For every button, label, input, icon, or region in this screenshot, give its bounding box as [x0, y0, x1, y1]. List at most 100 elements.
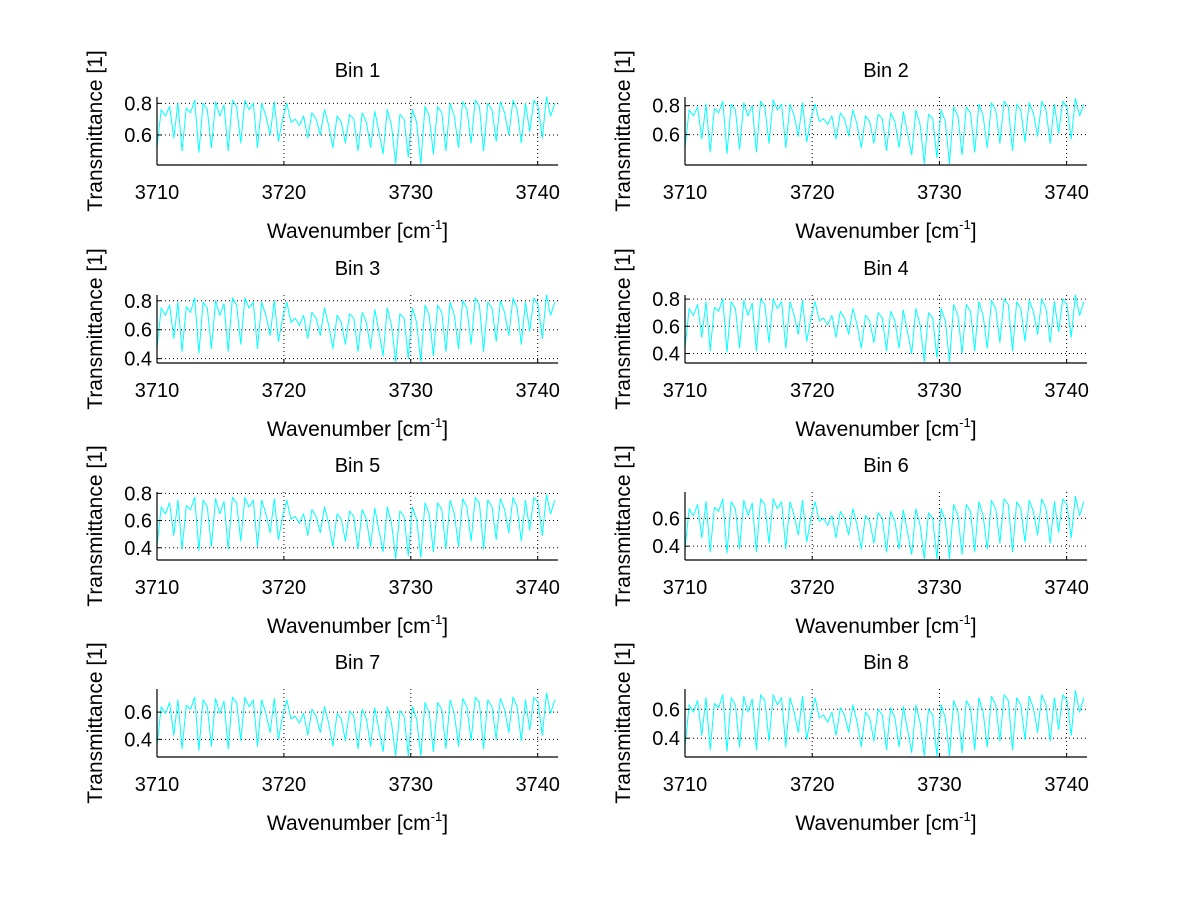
- x-axis-label: Wavenumber [cm-1]: [267, 809, 448, 835]
- x-tick-label: 3710: [663, 182, 708, 204]
- x-axis-label-bracket: ]: [971, 220, 977, 243]
- x-tick-label: 3730: [389, 380, 434, 402]
- subplot-bin-2: 3710 3720 3730 3740 0.6 0.8 Bin 2 Wavenumber [c…: [612, 50, 1089, 243]
- x-axis-label-bracket: ]: [971, 418, 977, 441]
- subplot-title: Bin 5: [335, 455, 381, 477]
- x-tick-label: 3720: [262, 182, 307, 204]
- y-tick-label: 0.4: [652, 536, 680, 558]
- transmittance-series-line: [684, 495, 1085, 560]
- y-tick-label: 0.6: [124, 511, 152, 533]
- y-tick-label: 0.6: [652, 699, 680, 721]
- subplot-bin-1: 3710 3720 3730 3740 0.6 0.8 Bin 1 Wavenumber [c…: [84, 50, 560, 243]
- y-axis-label: Transmittance [1]: [84, 50, 107, 211]
- subplot-grid: 3710 3720 3730 3740 0.6 0.8 Bin 1 Wavenumber [c…: [84, 50, 1089, 835]
- y-tick-label: 0.4: [124, 729, 152, 751]
- x-axis-label-superscript: -1: [431, 612, 443, 627]
- transmittance-series-line: [156, 692, 556, 757]
- x-tick-label: 3740: [515, 577, 560, 599]
- x-axis-label-text: Wavenumber [cm: [795, 812, 959, 835]
- x-axis-label-text: Wavenumber [cm: [795, 220, 959, 243]
- x-tick-label: 3740: [1044, 380, 1089, 402]
- y-tick-label: 0.6: [124, 125, 152, 147]
- x-tick-label: 3710: [135, 774, 180, 796]
- x-tick-label: 3710: [135, 182, 180, 204]
- x-tick-label: 3740: [515, 182, 560, 204]
- transmittance-series-line: [684, 97, 1085, 165]
- x-tick-label: 3710: [135, 577, 180, 599]
- x-tick-label: 3710: [663, 577, 708, 599]
- y-tick-label: 0.6: [124, 702, 152, 724]
- transmittance-series-line: [156, 96, 556, 164]
- x-axis-label: Wavenumber [cm-1]: [795, 809, 976, 835]
- y-tick-label: 0.8: [652, 96, 680, 118]
- transmittance-series-line: [684, 294, 1085, 363]
- x-tick-label: 3720: [790, 380, 835, 402]
- x-tick-label: 3730: [917, 182, 962, 204]
- subplot-title: Bin 1: [335, 60, 381, 82]
- subplot-bin-8: 3710 3720 3730 3740 0.4 0.6 Bin 8 Wavenumber [c…: [612, 642, 1089, 835]
- y-tick-label: 0.6: [124, 320, 152, 342]
- x-tick-label: 3720: [262, 380, 307, 402]
- y-axis-label: Transmittance [1]: [84, 642, 107, 803]
- x-axis-label-bracket: ]: [442, 812, 448, 835]
- y-tick-label: 0.8: [652, 289, 680, 311]
- x-axis-label-text: Wavenumber [cm: [267, 418, 431, 441]
- x-tick-label: 3720: [262, 774, 307, 796]
- transmittance-series-line: [156, 294, 556, 363]
- x-axis-label-bracket: ]: [442, 418, 448, 441]
- x-axis-label-text: Wavenumber [cm: [267, 615, 431, 638]
- x-axis-label-bracket: ]: [971, 812, 977, 835]
- x-axis-label: Wavenumber [cm-1]: [795, 415, 976, 441]
- subplot-bin-6: 3710 3720 3730 3740 0.4 0.6 Bin 6 Wavenumber [c…: [612, 445, 1089, 638]
- x-axis-label: Wavenumber [cm-1]: [267, 415, 448, 441]
- x-tick-label: 3730: [917, 380, 962, 402]
- transmittance-series-line: [684, 689, 1085, 757]
- y-tick-label: 0.4: [124, 538, 152, 560]
- subplot-title: Bin 6: [863, 455, 909, 477]
- x-axis-label: Wavenumber [cm-1]: [267, 612, 448, 638]
- subplot-bin-4: 3710 3720 3730 3740 0.4 0.6 0.8 Bin 4 Wavenumber…: [612, 248, 1089, 441]
- y-tick-label: 0.6: [652, 316, 680, 338]
- subplot-bin-3: 3710 3720 3730 3740 0.4 0.6 0.8 Bin 3 Wavenumber…: [84, 248, 560, 441]
- x-tick-label: 3740: [1044, 577, 1089, 599]
- subplot-bin-7: 3710 3720 3730 3740 0.4 0.6 Bin 7 Wavenumber [c…: [84, 642, 560, 835]
- x-axis-label-superscript: -1: [959, 612, 971, 627]
- y-tick-label: 0.6: [652, 508, 680, 530]
- y-axis-label: Transmittance [1]: [612, 50, 635, 211]
- x-tick-label: 3720: [262, 577, 307, 599]
- y-tick-label: 0.4: [652, 728, 680, 750]
- subplot-title: Bin 7: [335, 652, 381, 674]
- x-axis-label-superscript: -1: [431, 809, 443, 824]
- y-tick-label: 0.6: [652, 125, 680, 147]
- y-axis-label: Transmittance [1]: [612, 248, 635, 409]
- x-tick-label: 3710: [135, 380, 180, 402]
- y-tick-label: 0.4: [124, 349, 152, 371]
- y-tick-label: 0.8: [124, 483, 152, 505]
- subplot-title: Bin 2: [863, 60, 909, 82]
- x-tick-label: 3730: [917, 577, 962, 599]
- subplot-title: Bin 8: [863, 652, 909, 674]
- x-tick-label: 3740: [1044, 774, 1089, 796]
- y-axis-label: Transmittance [1]: [84, 248, 107, 409]
- x-axis-label-bracket: ]: [442, 220, 448, 243]
- x-tick-label: 3710: [663, 380, 708, 402]
- x-axis-label-superscript: -1: [959, 809, 971, 824]
- y-tick-label: 0.8: [124, 291, 152, 313]
- x-tick-label: 3730: [917, 774, 962, 796]
- x-tick-label: 3710: [663, 774, 708, 796]
- x-axis-label-text: Wavenumber [cm: [267, 812, 431, 835]
- y-axis-label: Transmittance [1]: [612, 642, 635, 803]
- x-axis-label-superscript: -1: [959, 415, 971, 430]
- y-tick-label: 0.8: [124, 93, 152, 115]
- x-axis-label: Wavenumber [cm-1]: [795, 612, 976, 638]
- x-axis-label-bracket: ]: [971, 615, 977, 638]
- x-axis-label-superscript: -1: [431, 217, 443, 232]
- x-axis-label-text: Wavenumber [cm: [267, 220, 431, 243]
- x-tick-label: 3730: [389, 577, 434, 599]
- subplot-bin-5: 3710 3720 3730 3740 0.4 0.6 0.8 Bin 5 Wavenumber…: [84, 445, 560, 638]
- x-tick-label: 3730: [389, 774, 434, 796]
- subplot-title: Bin 4: [863, 258, 909, 280]
- x-tick-label: 3730: [389, 182, 434, 204]
